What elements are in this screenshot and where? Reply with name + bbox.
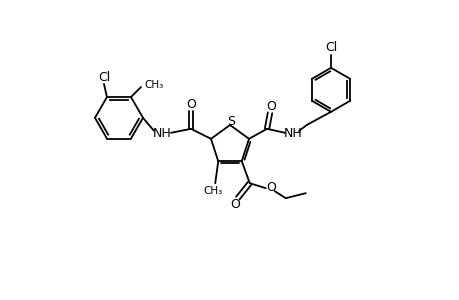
Text: Cl: Cl	[98, 70, 110, 83]
Text: O: O	[185, 98, 196, 111]
Text: CH₃: CH₃	[203, 186, 222, 196]
Text: O: O	[230, 198, 239, 211]
Text: O: O	[265, 181, 275, 194]
Text: O: O	[265, 100, 275, 113]
Text: S: S	[226, 115, 235, 128]
Text: Cl: Cl	[324, 41, 336, 54]
Text: NH: NH	[283, 127, 302, 140]
Text: NH: NH	[152, 127, 171, 140]
Text: CH₃: CH₃	[144, 80, 163, 90]
